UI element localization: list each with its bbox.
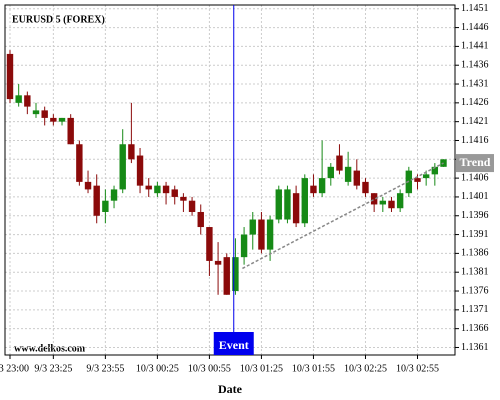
plot-area	[5, 5, 455, 355]
candle-body	[396, 193, 404, 209]
x-tick-label: 9/3 23:55	[86, 363, 124, 374]
y-tick-label: 1.1406	[461, 172, 489, 183]
candle-body	[84, 181, 92, 190]
y-tick-label: 1.1416	[461, 135, 489, 146]
y-tick-label: 1.1431	[461, 78, 489, 89]
candle-body	[50, 117, 57, 122]
y-tick-label: 1.1361	[461, 342, 489, 353]
candle-body	[362, 181, 369, 194]
candle-body	[327, 166, 334, 179]
candle-body	[310, 185, 317, 194]
candle-body	[188, 200, 196, 212]
candle-body	[275, 189, 282, 220]
candle-body	[336, 155, 343, 171]
candle-body	[214, 260, 222, 265]
y-tick-label: 1.1391	[461, 229, 489, 240]
candle-body	[119, 144, 126, 190]
candle-body	[240, 234, 248, 258]
candle-body	[93, 185, 100, 216]
candle-body	[110, 189, 118, 201]
candle-body	[223, 257, 230, 295]
candle-body	[6, 53, 14, 100]
chart-title: EURUSD 5 (FOREX)	[12, 14, 105, 25]
candle-body	[15, 95, 22, 103]
y-tick-label: 1.1426	[461, 97, 489, 108]
candle-body	[58, 117, 66, 122]
candle-body	[292, 193, 300, 224]
x-tick-label: 9/3 23:00	[0, 363, 29, 374]
candle-body	[197, 211, 204, 228]
candle-body	[128, 144, 135, 160]
y-tick-label: 1.1371	[461, 304, 489, 315]
candle-body	[206, 227, 213, 261]
x-tick-label: 10/3 00:25	[136, 363, 179, 374]
candle-body	[301, 178, 308, 224]
x-tick-label: 9/3 23:25	[34, 363, 72, 374]
candle-body	[431, 166, 439, 175]
candle-body	[370, 193, 378, 205]
x-tick-label: 10/3 01:25	[240, 363, 283, 374]
candle-body	[284, 189, 291, 220]
candle-body	[353, 170, 360, 186]
candle-body	[145, 185, 152, 190]
candle-body	[379, 200, 387, 205]
trend-line	[242, 162, 444, 270]
y-tick-label: 1.1446	[461, 22, 489, 33]
x-tick-label: 10/3 02:55	[396, 363, 439, 374]
y-tick-label: 1.1376	[461, 285, 489, 296]
candle-body	[388, 200, 395, 209]
y-tick-label: 1.1401	[461, 191, 489, 202]
candle-body	[136, 155, 144, 186]
x-tick-label: 10/3 00:55	[188, 363, 231, 374]
candle-body	[67, 117, 74, 145]
candle-body	[258, 219, 265, 250]
event-label: Event	[219, 338, 249, 352]
x-tick-label: 10/3 01:55	[292, 363, 335, 374]
watermark: www.delkos.com	[14, 343, 86, 354]
event-box	[213, 332, 254, 355]
candle-body	[318, 178, 326, 194]
candle-body	[76, 144, 83, 182]
candle-body	[344, 166, 352, 182]
y-tick-label: 1.1381	[461, 267, 489, 278]
x-axis-label: Date	[218, 382, 243, 396]
candle-body	[266, 219, 274, 250]
candle-body	[171, 189, 178, 197]
y-tick-label: 1.1366	[461, 323, 489, 334]
candle-body	[24, 95, 31, 107]
candle-body	[162, 185, 170, 194]
y-tick-label: 1.1441	[461, 41, 489, 52]
candle-body	[102, 200, 109, 212]
candle-body	[32, 110, 40, 115]
candle-body	[154, 185, 161, 194]
candle-body	[180, 196, 187, 201]
candle-body	[414, 178, 421, 182]
trend-box	[456, 154, 494, 173]
y-tick-label: 1.1421	[461, 116, 489, 127]
candle-body	[422, 174, 430, 179]
x-tick-label: 10/3 02:25	[344, 363, 387, 374]
trend-label: Trend	[460, 155, 491, 169]
y-tick-label: 1.1386	[461, 248, 489, 259]
y-tick-label: 1.1436	[461, 60, 489, 71]
y-tick-label: 1.1451	[461, 3, 489, 14]
candle-body	[232, 257, 239, 292]
candle-body	[41, 110, 48, 118]
y-tick-label: 1.1396	[461, 210, 489, 221]
candle-body	[249, 219, 256, 235]
